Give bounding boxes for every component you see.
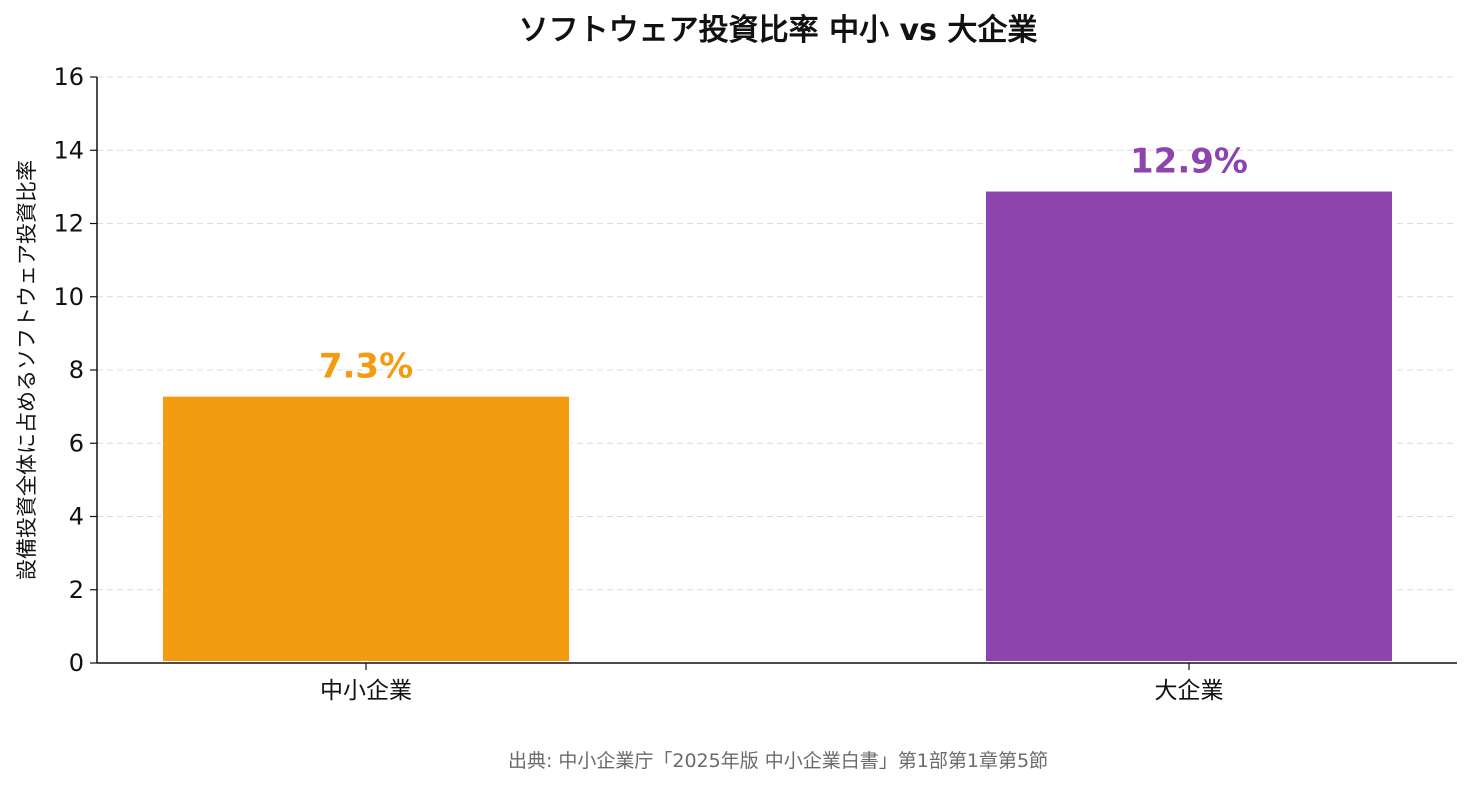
bar-large-enterprise — [984, 189, 1394, 663]
chart-title: ソフトウェア投資比率 中小 vs 大企業 — [519, 13, 1038, 48]
data-label: 12.9% — [1130, 142, 1248, 182]
y-tick-label: 10 — [53, 283, 84, 311]
y-tick-label: 0 — [69, 649, 84, 677]
x-tick-label: 中小企業 — [320, 678, 412, 704]
x-tick-label: 大企業 — [1155, 678, 1224, 704]
data-label: 7.3% — [319, 347, 413, 387]
y-tick-label: 6 — [69, 429, 84, 457]
data-labels: 7.3% 12.9% — [319, 142, 1248, 387]
y-tick-label: 12 — [53, 210, 84, 238]
axes — [90, 76, 1457, 670]
bar-sme — [161, 394, 571, 663]
y-tick-label: 2 — [69, 576, 84, 604]
y-tick-label: 16 — [53, 63, 84, 91]
bars — [161, 189, 1394, 663]
x-tick-labels: 中小企業 大企業 — [320, 678, 1224, 704]
y-tick-label: 14 — [53, 136, 84, 164]
y-tick-label: 4 — [69, 503, 84, 531]
y-axis-label: 設備投資全体に占めるソフトウェア投資比率 — [15, 160, 39, 580]
source-note: 出典: 中小企業庁「2025年版 中小企業白書」第1部第1章第5節 — [508, 750, 1048, 772]
y-tick-label: 8 — [69, 356, 84, 384]
y-tick-labels: 0 2 4 6 8 10 12 14 16 — [53, 63, 84, 677]
